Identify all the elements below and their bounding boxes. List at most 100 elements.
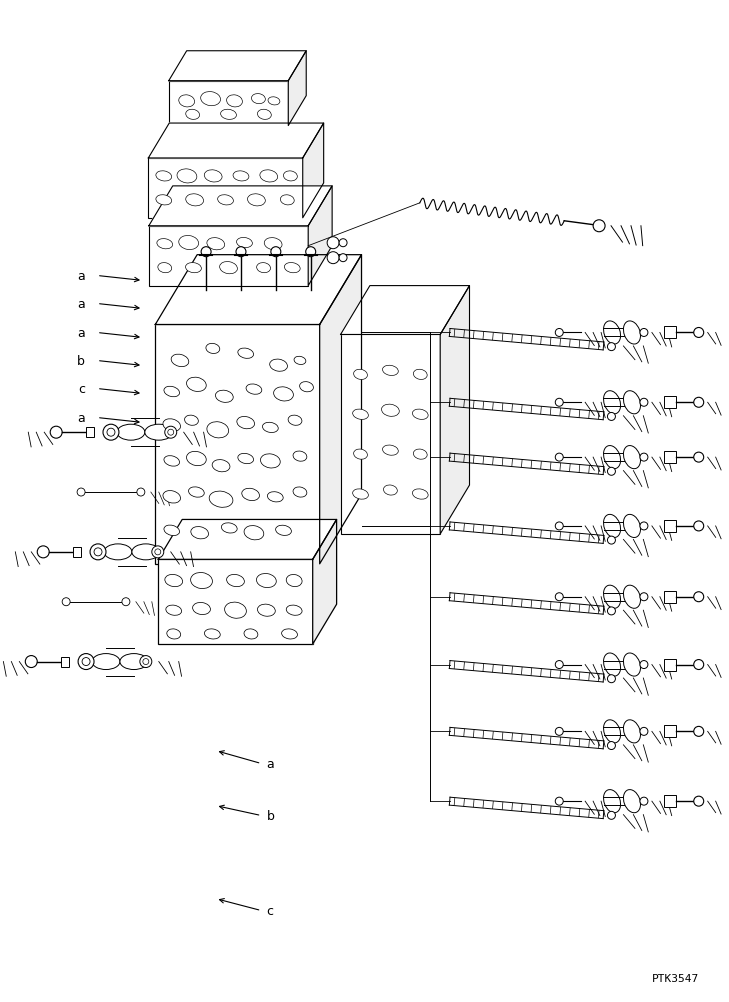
Circle shape (555, 661, 564, 669)
Bar (664, 520, 676, 532)
Ellipse shape (413, 489, 428, 500)
Circle shape (555, 798, 564, 806)
Polygon shape (168, 52, 306, 81)
Ellipse shape (383, 486, 397, 496)
Ellipse shape (145, 425, 173, 441)
Ellipse shape (354, 370, 367, 380)
Circle shape (90, 544, 106, 560)
Polygon shape (340, 287, 469, 335)
Ellipse shape (167, 629, 181, 639)
Ellipse shape (268, 98, 280, 106)
Bar (664, 796, 676, 808)
Ellipse shape (623, 446, 641, 469)
Ellipse shape (281, 629, 297, 639)
Ellipse shape (238, 454, 254, 464)
Ellipse shape (604, 515, 620, 538)
Ellipse shape (200, 92, 220, 106)
Ellipse shape (204, 629, 220, 639)
Polygon shape (158, 520, 337, 560)
Ellipse shape (413, 410, 428, 420)
Ellipse shape (163, 420, 181, 432)
Ellipse shape (190, 573, 212, 589)
Circle shape (107, 429, 115, 437)
Polygon shape (288, 52, 306, 126)
Circle shape (607, 812, 615, 820)
Polygon shape (440, 287, 469, 534)
Ellipse shape (227, 575, 244, 587)
Circle shape (137, 489, 145, 497)
Circle shape (640, 454, 648, 462)
Bar (664, 397, 676, 409)
Circle shape (607, 675, 615, 683)
Circle shape (640, 522, 648, 530)
Ellipse shape (207, 422, 229, 439)
Circle shape (607, 413, 615, 421)
Polygon shape (148, 124, 324, 158)
Ellipse shape (209, 492, 233, 508)
Text: a: a (77, 327, 85, 340)
Circle shape (62, 598, 70, 606)
Ellipse shape (354, 450, 367, 460)
Ellipse shape (623, 322, 641, 345)
Text: a: a (267, 758, 274, 771)
Ellipse shape (268, 492, 283, 502)
Ellipse shape (604, 446, 620, 469)
Bar (158, 560, 313, 644)
Polygon shape (308, 186, 332, 287)
Ellipse shape (257, 110, 271, 120)
Ellipse shape (604, 653, 620, 676)
Bar (664, 659, 676, 671)
Ellipse shape (252, 94, 265, 104)
Ellipse shape (273, 388, 293, 402)
Circle shape (555, 454, 564, 462)
Ellipse shape (156, 171, 171, 181)
Circle shape (26, 656, 37, 668)
Circle shape (607, 468, 615, 476)
Ellipse shape (156, 195, 171, 205)
Ellipse shape (257, 604, 276, 616)
Ellipse shape (353, 489, 368, 500)
Text: a: a (77, 412, 85, 425)
Circle shape (50, 427, 62, 439)
Ellipse shape (206, 344, 219, 354)
Ellipse shape (604, 392, 620, 415)
Circle shape (694, 521, 703, 531)
Ellipse shape (164, 526, 179, 536)
Ellipse shape (284, 264, 300, 274)
Bar (148, 158, 303, 218)
Circle shape (37, 546, 49, 558)
Ellipse shape (286, 605, 302, 615)
Bar (73, 547, 81, 557)
Circle shape (152, 546, 164, 558)
Circle shape (694, 592, 703, 602)
Bar (664, 591, 676, 603)
Circle shape (555, 522, 564, 530)
Ellipse shape (164, 456, 179, 467)
Ellipse shape (264, 238, 282, 250)
Circle shape (694, 398, 703, 408)
Bar (61, 657, 69, 667)
Text: c: c (267, 904, 273, 917)
Circle shape (103, 425, 119, 441)
Ellipse shape (604, 585, 620, 608)
Ellipse shape (165, 605, 182, 615)
Ellipse shape (300, 382, 313, 393)
Circle shape (640, 661, 648, 669)
Circle shape (201, 247, 211, 258)
Circle shape (327, 237, 339, 249)
Ellipse shape (623, 720, 641, 743)
Ellipse shape (132, 544, 160, 560)
Text: b: b (267, 810, 274, 823)
Circle shape (593, 220, 605, 232)
Ellipse shape (104, 544, 132, 560)
Circle shape (640, 727, 648, 735)
Circle shape (78, 654, 94, 670)
Circle shape (607, 344, 615, 352)
Ellipse shape (236, 238, 252, 248)
Ellipse shape (623, 790, 641, 813)
Circle shape (140, 656, 152, 668)
Ellipse shape (163, 491, 181, 504)
Circle shape (155, 549, 161, 555)
Circle shape (77, 489, 85, 497)
Ellipse shape (186, 194, 203, 206)
